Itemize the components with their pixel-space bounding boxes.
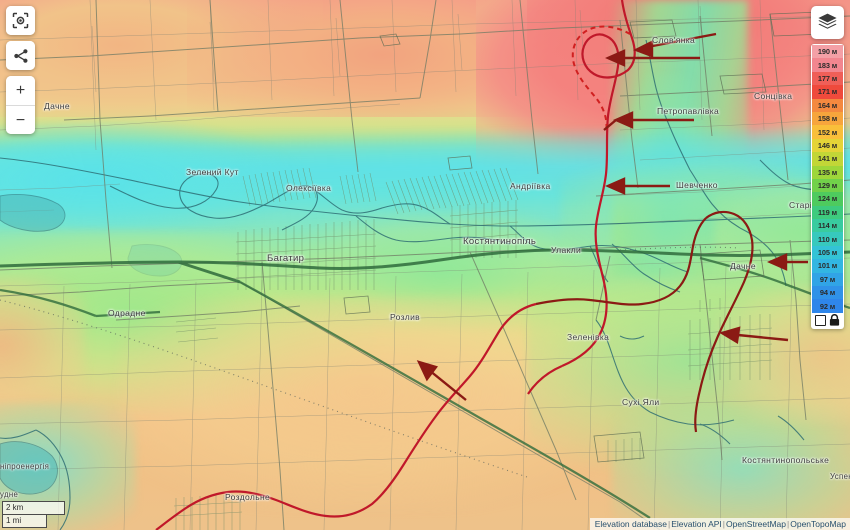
share-control[interactable] [6, 41, 35, 70]
legend-entry[interactable]: 114 м [812, 219, 843, 233]
legend-entry[interactable]: 146 м [812, 138, 843, 153]
elevation-legend[interactable]: 190 м 183 м 177 м 171 м 164 м 158 м 152 м 146 м… [811, 44, 844, 329]
legend-entry[interactable]: 190 м [812, 45, 843, 59]
legend-entry[interactable]: 124 м [812, 192, 843, 206]
attribution-link[interactable]: OpenTopoMap [790, 519, 846, 529]
map-label: Шевченко [676, 180, 718, 190]
scale-bar: 2 km 1 mi [2, 501, 65, 528]
map-label: Сухі Яли [622, 397, 660, 407]
map-label: Андріївка [510, 181, 551, 191]
legend-entry[interactable]: 105 м [812, 245, 843, 260]
legend-entry[interactable]: 171 м [812, 85, 843, 99]
map-label: Успен [830, 472, 850, 481]
map-label: Петропавлівка [657, 106, 720, 116]
locate-control[interactable] [6, 6, 35, 35]
legend-entry[interactable]: 183 м [812, 58, 843, 72]
map-label: Слов'янка [652, 35, 696, 45]
legend-entry[interactable]: 164 м [812, 98, 843, 112]
map-label: Зеленівка [567, 332, 610, 342]
scale-bar-mi: 1 mi [2, 515, 47, 528]
legend-entry[interactable]: 110 м [812, 232, 843, 246]
map-label: Розлив [390, 312, 421, 322]
share-button[interactable] [6, 41, 35, 70]
padlock-icon[interactable] [829, 314, 840, 326]
map-label: Багатир [267, 253, 305, 264]
share-icon [13, 48, 27, 63]
locate-button[interactable] [6, 6, 35, 35]
map-label: Дачне [730, 261, 756, 271]
map-label: Одрадне [108, 308, 146, 318]
crosshair-locate-icon [12, 12, 29, 29]
map-label: Сонцівка [754, 91, 793, 101]
attribution-separator: | [787, 519, 790, 529]
legend-entry[interactable]: 129 м [812, 178, 843, 193]
attribution-bar[interactable]: Elevation database|Elevation API|OpenStr… [589, 518, 850, 530]
legend-entry[interactable]: 152 м [812, 125, 843, 139]
zoom-in-button[interactable]: + [6, 76, 35, 105]
map-label: удне [0, 490, 19, 499]
legend-entry[interactable]: 158 м [812, 111, 843, 126]
attack-arrows[interactable] [416, 32, 808, 401]
railway [0, 246, 741, 479]
water-bodies [0, 193, 183, 495]
legend-entry[interactable]: 92 м [812, 299, 843, 313]
layers-stack-icon [818, 13, 837, 29]
map-label: Костянтинопіль [463, 236, 537, 247]
map-label: Старі [789, 200, 813, 210]
frontline-east [694, 210, 754, 433]
attribution-link[interactable]: Elevation API [671, 519, 722, 529]
map-label: ніпроенергія [0, 462, 50, 471]
legend-footer[interactable] [812, 312, 843, 328]
legend-rows: 190 м 183 м 177 м 171 м 164 м 158 м 152 м 146 м… [812, 45, 843, 313]
plantation-hatching [173, 167, 773, 530]
map-label: Зелений Кут [186, 167, 239, 177]
frontline-dashed-branch [571, 25, 631, 133]
legend-entry[interactable]: 97 м [812, 272, 843, 287]
attribution-separator: | [722, 519, 725, 529]
legend-entry[interactable]: 141 м [812, 152, 843, 166]
legend-entry[interactable]: 177 м [812, 71, 843, 86]
map-label: Костянтинопольське [742, 455, 830, 465]
attribution-link[interactable]: OpenStreetMap [726, 519, 787, 529]
layers-button[interactable] [811, 6, 844, 39]
legend-entry[interactable]: 101 м [812, 259, 843, 273]
frontline-lower-link [527, 364, 563, 395]
zoom-out-button[interactable]: − [6, 105, 35, 134]
legend-entry[interactable]: 119 м [812, 205, 843, 220]
rivers [0, 39, 850, 530]
frontline-southeast-upper [535, 217, 707, 306]
attribution-separator: | [668, 519, 671, 529]
scale-bar-km: 2 km [2, 501, 65, 515]
map-label: Роздольне [225, 492, 271, 502]
map-label: Улакли [551, 245, 582, 255]
legend-checkbox[interactable] [815, 314, 827, 326]
map-label: Дачне [44, 101, 70, 111]
major-highway [0, 248, 850, 284]
frontline-southwest [155, 302, 537, 530]
zoom-control[interactable]: + − [6, 76, 35, 134]
attribution-link[interactable]: Elevation database [594, 519, 667, 529]
legend-entry[interactable]: 94 м [812, 286, 843, 300]
legend-entry[interactable]: 135 м [812, 165, 843, 179]
frontline-north [561, 0, 636, 368]
map-label: Олексіївка [286, 183, 332, 193]
